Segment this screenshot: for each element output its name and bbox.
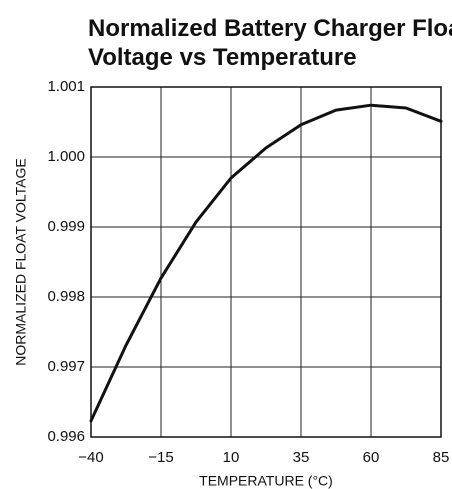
y-tick-label: 0.999 — [47, 218, 85, 235]
x-tick-label: 35 — [293, 449, 310, 466]
plot-frame — [90, 86, 442, 438]
x-tick-label: −15 — [148, 449, 173, 466]
x-tick-label: 85 — [433, 449, 450, 466]
chart-title: Normalized Battery Charger Float — [88, 15, 452, 42]
y-tick-label: 0.996 — [47, 428, 85, 445]
x-tick-label: 60 — [363, 449, 380, 466]
x-axis-label: TEMPERATURE (°C) — [199, 473, 333, 489]
x-tick-label: 10 — [223, 449, 240, 466]
chart-title: Voltage vs Temperature — [88, 44, 357, 71]
y-tick-label: 0.998 — [47, 288, 85, 305]
y-tick-label: 1.001 — [47, 78, 85, 95]
line-series — [89, 103, 443, 423]
y-axis-label: NORMALIZED FLOAT VOLTAGE — [13, 158, 29, 365]
y-tick-label: 0.997 — [47, 358, 85, 375]
x-tick-label: −40 — [78, 449, 103, 466]
y-tick-label: 1.000 — [47, 148, 85, 165]
